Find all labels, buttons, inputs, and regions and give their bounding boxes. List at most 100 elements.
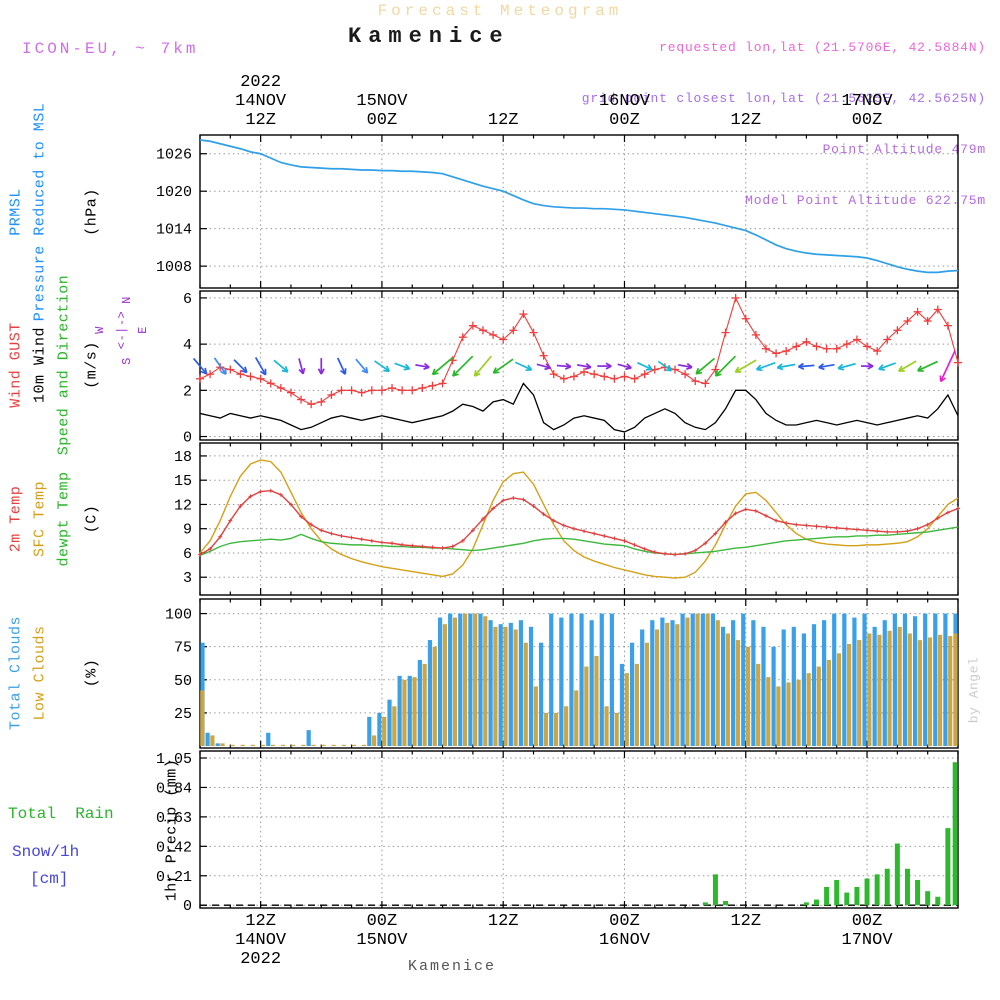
total-cloud-bar (215, 743, 220, 747)
pressure-ytick-label: 1026 (156, 147, 192, 164)
precip-ytick-label: 0.63 (156, 810, 192, 827)
precip-ytick-label: 0 (183, 898, 192, 915)
low-cloud-bar (220, 743, 225, 747)
wind-arrow (837, 362, 856, 370)
clouds-unit-label: (%) (83, 658, 101, 688)
low-cloud-bar (250, 744, 255, 747)
low-cloud-bar (877, 634, 882, 747)
total-cloud-bar (488, 620, 493, 747)
rain-bar (894, 843, 900, 906)
low-cloud-bar (796, 679, 801, 747)
total-cloud-bar (569, 613, 574, 747)
temperature-panel: 3 6 9 12 15 18 (174, 442, 959, 596)
wind-gust-line (196, 293, 962, 409)
low-cloud-bar (655, 629, 660, 747)
requested-coords: requested lon,lat (21.5706E, 42.5884N) (659, 40, 986, 55)
bottom-hour-label: 12Z (730, 912, 761, 931)
total-cloud-bar (842, 613, 847, 747)
snow-label: Snow/1h (12, 843, 80, 861)
low-cloud-bar (786, 682, 791, 747)
total-cloud-bar (437, 617, 443, 747)
total-cloud-bar (751, 620, 756, 747)
wind-arrow (657, 360, 672, 372)
low-cloud-bar (291, 744, 296, 747)
watermark: by Angel (966, 656, 982, 724)
top-hour-label: 12Z (488, 111, 519, 130)
low-cloud-bar (442, 624, 447, 747)
total-cloud-bar (923, 613, 928, 747)
wind-arrow (473, 355, 492, 377)
low-cloud-bar (392, 706, 397, 747)
rain-bar (824, 886, 830, 906)
wind-10m-label: 10m Wind (31, 326, 49, 404)
low-cloud-bar (836, 653, 842, 747)
top-hour-label: 00Z (367, 111, 398, 130)
low-cloud-bar (412, 677, 417, 747)
bottom-hour-label: 12Z (245, 912, 276, 931)
wind-10m-line (199, 382, 959, 433)
pressure-panel: 1008 1014 1020 1026 (156, 134, 959, 289)
low-cloud-bar (776, 686, 781, 747)
total-cloud-bar (822, 620, 827, 747)
wind-arrow (492, 358, 514, 374)
total-cloud-bar (791, 626, 796, 747)
time-axis-labels: 202214NOV12Z12Z14NOV202215NOV00Z00Z15NOV… (235, 73, 893, 969)
temp-2m-label: 2m Temp (7, 485, 25, 553)
temperature-ytick-label: 18 (174, 449, 192, 466)
top-date-label: 17NOV (842, 92, 894, 111)
top-hour-label: 00Z (852, 111, 883, 130)
total-cloud-bar (872, 626, 877, 747)
wind-arrow (695, 357, 716, 375)
total-cloud-bar (852, 617, 857, 747)
temp-sfc-label: SFC Temp (31, 480, 49, 558)
total-cloud-bar (771, 646, 776, 747)
rain-bar (925, 891, 931, 906)
total-cloud-bar (640, 629, 645, 747)
low-cloud-bar (665, 622, 670, 747)
low-cloud-bar (927, 637, 933, 747)
wind-arrow (878, 362, 897, 370)
rain-bar (945, 828, 951, 906)
wind-arrow (273, 359, 289, 373)
rain-bar (803, 902, 809, 906)
pressure-ytick-label: 1014 (156, 222, 192, 239)
wind-arrow (213, 357, 227, 375)
wind-arrow (355, 358, 369, 374)
precip-ytick-label: 0.42 (156, 839, 192, 856)
low-cloud-bar (270, 744, 276, 747)
compass-east-icon: E (136, 326, 150, 334)
total-cloud-bar (407, 675, 412, 747)
low-cloud-bar (604, 706, 609, 747)
wind-arrow (898, 360, 917, 372)
total-cloud-bar (660, 617, 665, 747)
bottom-date-label: 16NOV (599, 931, 651, 950)
low-cloud-bar (725, 633, 730, 747)
total-cloud-bar (417, 659, 422, 747)
temp_2m-line (198, 488, 960, 557)
temp_sfc-line (199, 459, 959, 579)
precip-ytick-label: 0.84 (156, 780, 192, 797)
total-cloud-bar (832, 613, 837, 747)
pressure-ytick-label: 1020 (156, 184, 192, 201)
wind-direction-arrows (192, 350, 956, 383)
low-cloud-bar (644, 642, 650, 747)
wind-arrow (917, 360, 939, 372)
low-cloud-bar (361, 744, 367, 747)
low-cloud-bar (685, 617, 690, 747)
low-cloud-bar (953, 633, 958, 747)
temperature-ytick-label: 3 (183, 570, 192, 587)
wind-arrow (452, 355, 474, 377)
total-cloud-bar (619, 663, 625, 747)
total-cloud-bar (397, 675, 402, 747)
pressure-line (199, 139, 959, 274)
rain-bar (935, 896, 941, 906)
low-cloud-bar (331, 744, 336, 747)
bottom-hour-label: 00Z (852, 912, 883, 931)
wind-unit-label: (m/s) (83, 341, 101, 389)
total-cloud-bar (700, 613, 705, 747)
total-cloud-bar (680, 613, 685, 747)
low-cloud-bar (341, 744, 346, 747)
pressure-unit-label: (hPa) (83, 188, 101, 236)
low-cloud-bar (857, 640, 862, 747)
total-cloud-bar (943, 613, 948, 747)
